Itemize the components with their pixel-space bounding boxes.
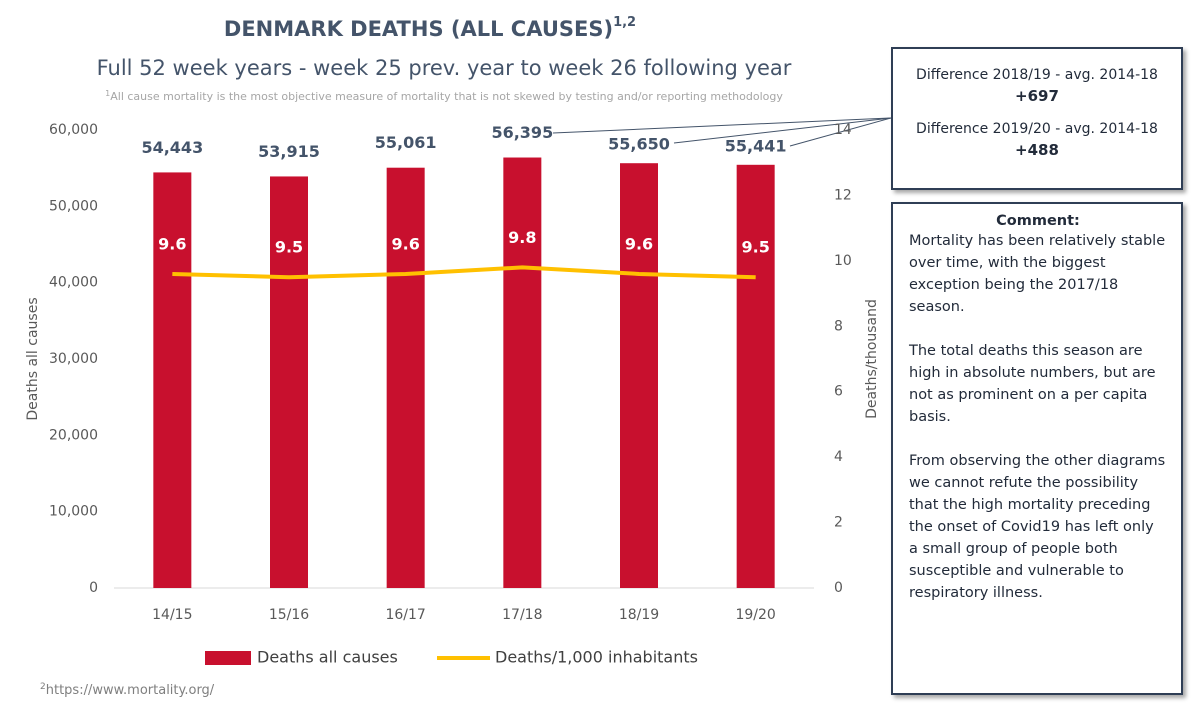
difference-label: Difference 2019/20 - avg. 2014-18 (916, 121, 1158, 137)
connector (789, 117, 892, 147)
difference-value: +488 (1015, 141, 1059, 159)
legend-swatch (205, 651, 251, 665)
connector (673, 117, 892, 144)
bar (620, 163, 658, 588)
y-tick-label: 20,000 (49, 427, 98, 443)
legend-label: Deaths/1,000 inhabitants (495, 648, 698, 667)
bar (736, 164, 775, 589)
chart-subtitle: Full 52 week years - week 25 prev. year … (97, 56, 792, 80)
y-tick-label: 60,000 (49, 122, 98, 138)
x-tick-label: 18/19 (619, 607, 659, 623)
y2-tick-label: 14 (834, 122, 852, 138)
y2-tick-label: 6 (834, 384, 843, 400)
comment-title: Comment: (996, 213, 1080, 229)
y-axis-label: Deaths all causes (25, 297, 41, 420)
y2-tick-label: 12 (834, 187, 852, 203)
comment-paragraph: The total deaths this season are high in… (909, 343, 1156, 425)
bar-value-label: 55,441 (725, 136, 787, 155)
y2-tick-label: 4 (834, 449, 843, 465)
y-tick-label: 30,000 (49, 351, 98, 367)
comment-box: Comment: Mortality has been relatively st… (891, 202, 1183, 695)
source-text: https://www.mortality.org/ (46, 683, 215, 698)
line-value-label: 9.5 (275, 238, 303, 257)
bar (503, 157, 542, 588)
chart-title: DENMARK DEATHS (ALL CAUSES)1,2 (224, 15, 636, 42)
line-value-label: 9.8 (508, 228, 536, 247)
difference-box: Difference 2018/19 - avg. 2014-18 +697 Dif… (891, 47, 1183, 190)
y2-tick-label: 0 (834, 580, 843, 596)
y-tick-label: 0 (89, 580, 98, 596)
y2-tick-label: 10 (834, 253, 852, 269)
source-note: 2https://www.mortality.org/ (40, 682, 215, 698)
x-tick-label: 19/20 (735, 607, 775, 623)
x-tick-label: 15/16 (269, 607, 309, 623)
comment-paragraph: Mortality has been relatively stable ove… (909, 233, 1166, 315)
line-value-label: 9.6 (391, 234, 419, 253)
line-series (172, 265, 756, 280)
connectors (552, 117, 892, 147)
difference-value: +697 (1015, 87, 1059, 105)
title-superscript: 1,2 (613, 15, 636, 30)
y2-tick-label: 2 (834, 515, 843, 531)
connector (552, 117, 892, 134)
footnote: 1All cause mortality is the most objecti… (105, 89, 783, 104)
bar-value-label: 53,915 (258, 142, 320, 161)
bar (153, 172, 192, 588)
bar (386, 167, 425, 588)
legend-label: Deaths all causes (257, 648, 398, 667)
line-value-label: 9.6 (625, 234, 653, 253)
bar-value-label: 55,061 (375, 133, 437, 152)
y2-axis-label: Deaths/thousand (864, 299, 880, 419)
footnote-text: All cause mortality is the most objectiv… (110, 90, 783, 103)
x-tick-label: 16/17 (385, 607, 425, 623)
line-value-label: 9.5 (741, 238, 769, 257)
bar-value-label: 56,395 (491, 123, 553, 142)
x-tick-label: 14/15 (152, 607, 192, 623)
bar-value-label: 54,443 (141, 138, 203, 157)
footnote-marker: 1 (105, 89, 110, 98)
bar (270, 176, 308, 588)
y2-tick-label: 8 (834, 318, 843, 334)
x-tick-label: 17/18 (502, 607, 542, 623)
y-tick-label: 50,000 (49, 198, 98, 214)
difference-label: Difference 2018/19 - avg. 2014-18 (916, 67, 1158, 83)
bar-value-label: 55,650 (608, 135, 670, 154)
title-text: DENMARK DEATHS (ALL CAUSES) (224, 17, 613, 41)
source-marker: 2 (40, 682, 46, 692)
y-tick-label: 40,000 (49, 275, 98, 291)
comment-paragraph: From observing the other diagrams we can… (909, 453, 1166, 601)
line-value-label: 9.6 (158, 234, 186, 253)
y-tick-label: 10,000 (49, 504, 98, 520)
